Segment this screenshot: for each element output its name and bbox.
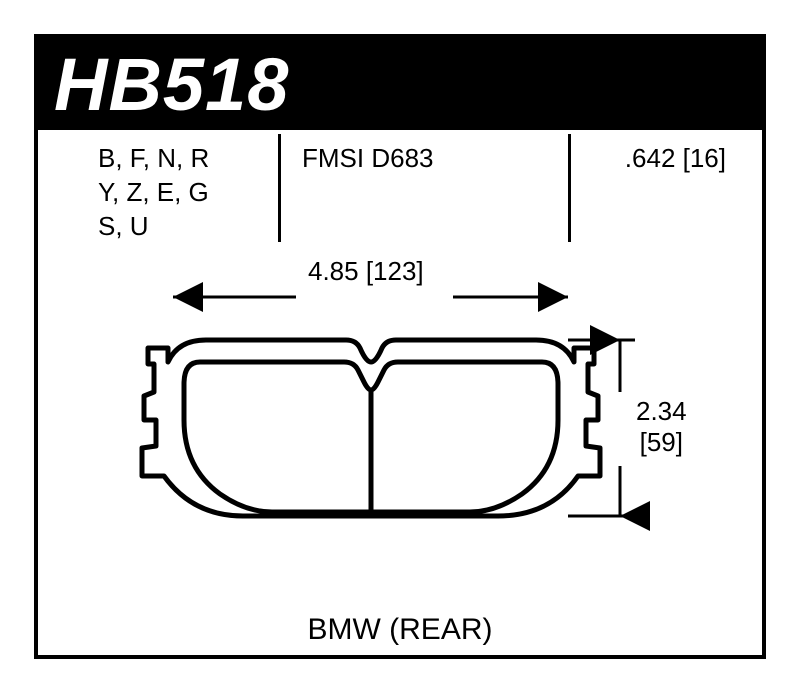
divider: [568, 134, 571, 242]
height-dimension: 2.34 [59]: [636, 396, 687, 458]
header-bar: HB518: [38, 38, 762, 130]
codes-line: B, F, N, R: [98, 142, 209, 176]
diagram-area: 4.85 [123] 2.34 [59]: [38, 244, 762, 604]
divider: [278, 134, 281, 242]
fmsi-code: FMSI D683: [302, 142, 434, 176]
height-mm: [59]: [636, 427, 687, 458]
height-inches: 2.34: [636, 396, 687, 427]
codes-line: S, U: [98, 210, 209, 244]
application-label: BMW (REAR): [38, 613, 762, 647]
spec-frame: HB518 B, F, N, R Y, Z, E, G S, U FMSI D6…: [34, 34, 766, 659]
codes-line: Y, Z, E, G: [98, 176, 209, 210]
part-number: HB518: [54, 42, 289, 127]
width-dimension: 4.85 [123]: [308, 256, 424, 287]
thickness-spec: .642 [16]: [625, 142, 726, 176]
info-row: B, F, N, R Y, Z, E, G S, U FMSI D683 .64…: [38, 130, 762, 244]
compound-codes: B, F, N, R Y, Z, E, G S, U: [98, 142, 209, 243]
